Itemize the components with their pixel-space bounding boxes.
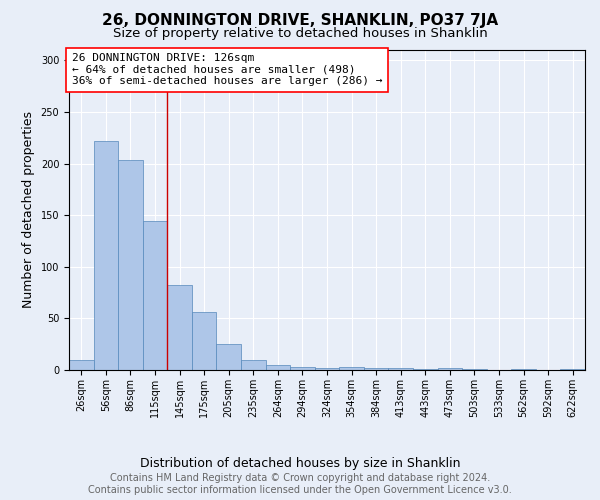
Bar	[315, 368, 339, 370]
Bar	[241, 360, 266, 370]
Bar	[364, 368, 388, 370]
Bar	[69, 360, 94, 370]
Text: Size of property relative to detached houses in Shanklin: Size of property relative to detached ho…	[113, 28, 487, 40]
Bar	[560, 369, 585, 370]
Bar	[94, 141, 118, 370]
Text: Distribution of detached houses by size in Shanklin: Distribution of detached houses by size …	[140, 458, 460, 470]
Bar	[266, 365, 290, 370]
Bar	[462, 369, 487, 370]
Bar	[388, 368, 413, 370]
Bar	[511, 369, 536, 370]
Bar	[118, 160, 143, 370]
Bar	[339, 367, 364, 370]
Bar	[437, 368, 462, 370]
Text: 26, DONNINGTON DRIVE, SHANKLIN, PO37 7JA: 26, DONNINGTON DRIVE, SHANKLIN, PO37 7JA	[102, 12, 498, 28]
Text: Contains HM Land Registry data © Crown copyright and database right 2024.
Contai: Contains HM Land Registry data © Crown c…	[88, 474, 512, 495]
Bar	[167, 286, 192, 370]
Bar	[143, 222, 167, 370]
Y-axis label: Number of detached properties: Number of detached properties	[22, 112, 35, 308]
Text: 26 DONNINGTON DRIVE: 126sqm
← 64% of detached houses are smaller (498)
36% of se: 26 DONNINGTON DRIVE: 126sqm ← 64% of det…	[71, 53, 382, 86]
Bar	[290, 367, 315, 370]
Bar	[413, 369, 437, 370]
Bar	[192, 312, 217, 370]
Bar	[217, 344, 241, 370]
